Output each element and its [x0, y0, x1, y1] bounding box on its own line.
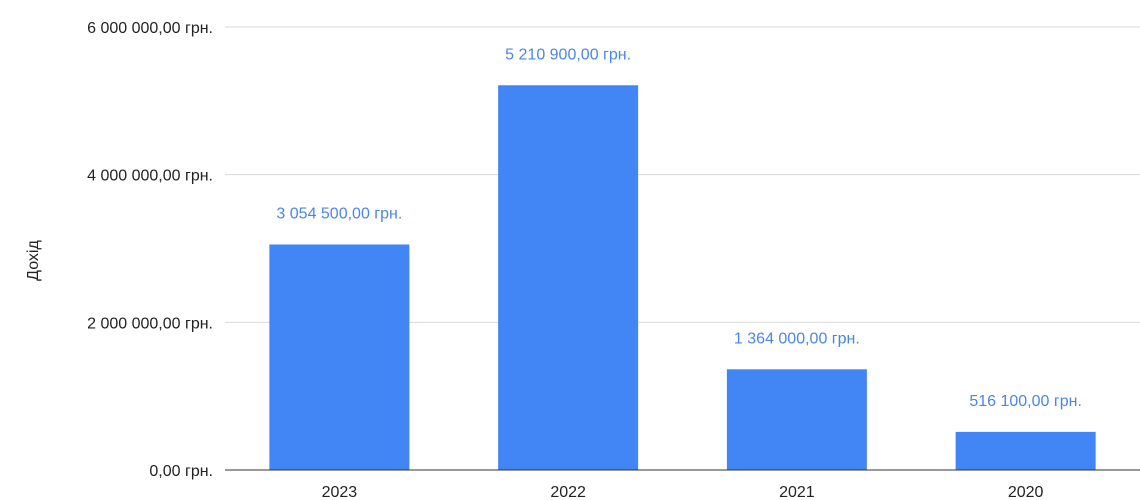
data-label-2023: 3 054 500,00 грн.	[276, 205, 402, 222]
data-labels: 3 054 500,00 грн. 5 210 900,00 грн. 1 364 …	[276, 46, 1081, 410]
data-label-2021: 1 364 000,00 грн.	[734, 330, 860, 347]
bar-2021	[726, 369, 867, 470]
y-tick-label: 2 000 000,00 грн.	[87, 315, 213, 332]
y-tick-label: 6 000 000,00 грн.	[87, 20, 213, 37]
data-label-2022: 5 210 900,00 грн.	[505, 46, 631, 63]
x-tick-label-2020: 2020	[1008, 484, 1044, 500]
y-tick-label: 4 000 000,00 грн.	[87, 168, 213, 185]
x-tick-label-2021: 2021	[779, 484, 815, 500]
x-axis-ticks: 2023 2022 2021 2020	[322, 484, 1044, 500]
x-tick-label-2022: 2022	[550, 484, 586, 500]
y-axis-title: Дохід	[25, 240, 42, 281]
y-axis-ticks: 0,00 грн. 2 000 000,00 грн. 4 000 000,00 г…	[87, 20, 213, 480]
y-tick-label: 0,00 грн.	[149, 463, 213, 480]
data-label-2020: 516 100,00 грн.	[969, 393, 1082, 410]
bar-2022	[498, 85, 639, 470]
x-tick-label-2023: 2023	[322, 484, 358, 500]
bar-2020	[955, 431, 1096, 470]
bars	[269, 85, 1096, 470]
bar-2023	[269, 244, 410, 470]
